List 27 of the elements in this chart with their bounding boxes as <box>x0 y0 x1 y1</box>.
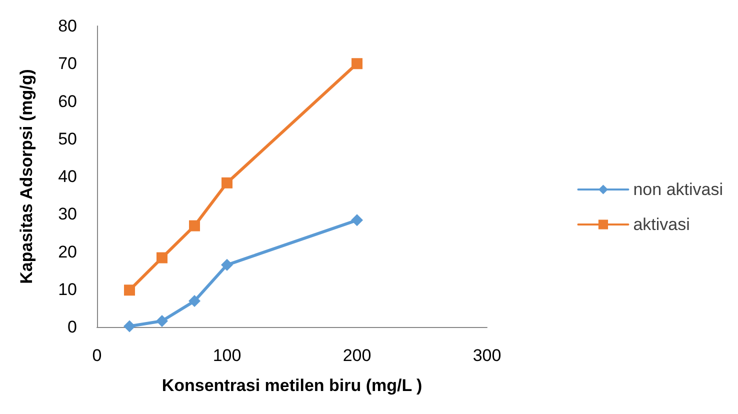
y-axis-title: Kapasitas Adsorpsi (mg/g) <box>17 69 36 284</box>
y-tick-label: 30 <box>58 204 77 224</box>
point <box>352 58 362 70</box>
y-tick-label: 40 <box>58 167 77 186</box>
legend-label: non aktivasi <box>633 180 724 199</box>
point <box>124 320 136 332</box>
legend-label: aktivasi <box>633 215 690 234</box>
x-tick-label: 200 <box>342 346 372 365</box>
y-tick-label: 60 <box>58 92 77 111</box>
x-tick-label: 0 <box>92 346 102 365</box>
y-tick-label: 10 <box>58 280 77 299</box>
y-tick-label: 50 <box>58 129 77 148</box>
point <box>156 252 168 264</box>
x-tick-label: 100 <box>212 346 242 365</box>
x-axis-title: Konsentrasi metilen biru (mg/L ) <box>162 376 422 395</box>
point <box>188 295 200 308</box>
y-tick-label: 80 <box>58 16 77 36</box>
y-tick-label: 20 <box>58 242 77 262</box>
point <box>222 177 232 188</box>
point <box>124 284 135 296</box>
point <box>156 314 168 327</box>
y-tick-label: 70 <box>58 54 77 74</box>
point <box>189 220 200 232</box>
y-tick-label: 0 <box>68 318 77 336</box>
point <box>351 214 363 226</box>
point <box>221 258 233 271</box>
x-tick-label: 300 <box>472 346 502 365</box>
